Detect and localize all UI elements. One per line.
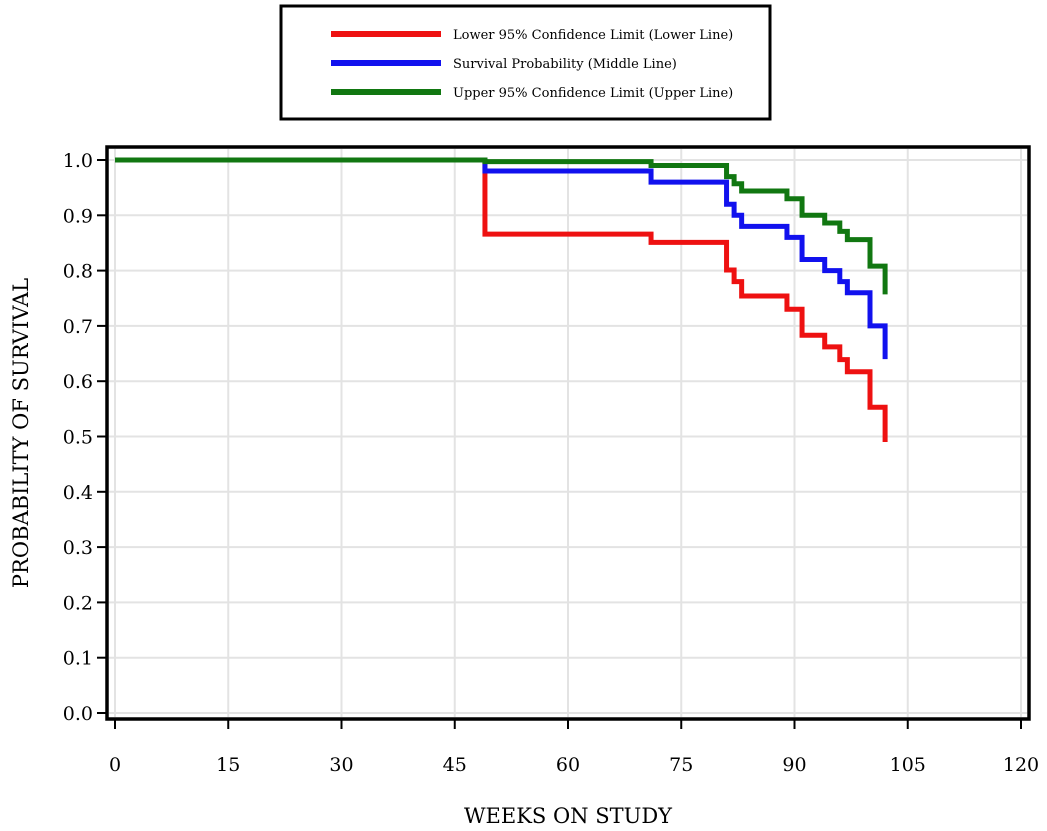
- axis-ticks: 0 15 30 45 60 75 90 105 120 0.0 0.1 0.2 0.3 0.4 0.5 0.6…: [63, 150, 1039, 776]
- series-line-2: [115, 157, 888, 295]
- x-tick-label: 30: [329, 754, 353, 776]
- x-tick-label: 15: [216, 754, 240, 776]
- x-tick-label: 90: [782, 754, 806, 776]
- y-axis-label: PROBABILITY OF SURVIVAL: [9, 278, 33, 588]
- x-tick-label: 60: [556, 754, 580, 776]
- legend: Lower 95% Confidence Limit (Lower Line) S…: [279, 4, 772, 121]
- x-axis-label: WEEKS ON STUDY: [464, 804, 673, 828]
- series-line-0: [115, 157, 888, 443]
- series-group: [115, 157, 888, 443]
- x-tick-label: 120: [1003, 754, 1039, 776]
- grid: [109, 149, 1027, 717]
- y-tick-label: 0.7: [63, 316, 93, 338]
- y-tick-label: 0.4: [63, 482, 93, 504]
- x-tick-label: 0: [109, 754, 121, 776]
- x-tick-label: 75: [669, 754, 693, 776]
- x-tick-label: 105: [890, 754, 926, 776]
- y-tick-label: 0.5: [63, 427, 93, 449]
- y-tick-label: 0.6: [63, 371, 93, 393]
- y-tick-label: 0.9: [63, 205, 93, 227]
- x-tick-label: 45: [443, 754, 467, 776]
- series-line-1: [115, 157, 888, 360]
- y-tick-label: 0.0: [63, 703, 93, 725]
- legend-label-0: Lower 95% Confidence Limit (Lower Line): [453, 28, 733, 43]
- y-tick-label: 0.2: [63, 592, 93, 614]
- y-tick-label: 0.3: [63, 537, 93, 559]
- y-tick-label: 0.1: [63, 648, 93, 670]
- y-tick-label: 0.8: [63, 261, 93, 283]
- legend-label-2: Upper 95% Confidence Limit (Upper Line): [453, 86, 733, 101]
- legend-label-1: Survival Probability (Middle Line): [453, 57, 677, 72]
- y-tick-label: 1.0: [63, 150, 93, 172]
